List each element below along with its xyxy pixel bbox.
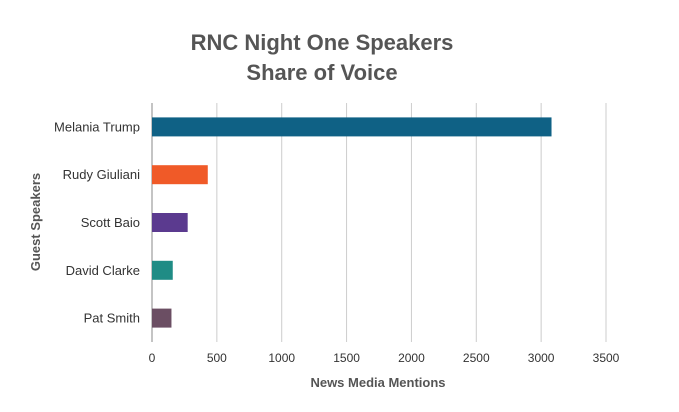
x-tick-label: 1000	[268, 351, 295, 365]
category-label: David Clarke	[66, 263, 140, 278]
gridlines	[151, 103, 607, 342]
category-label: Rudy Giuliani	[63, 167, 140, 182]
x-tick-label: 3000	[528, 351, 555, 365]
x-tick-label: 2000	[398, 351, 425, 365]
x-tick-label: 3500	[593, 351, 620, 365]
x-tick-label: 0	[149, 351, 156, 365]
bar	[152, 165, 208, 185]
category-labels: Melania Trump Rudy Giuliani Scott Baio Davi…	[54, 119, 140, 325]
x-axis-title: News Media Mentions	[310, 375, 445, 390]
bar	[152, 260, 173, 280]
category-label: Pat Smith	[84, 311, 140, 326]
x-tick-labels: 0 500 1000 1500 2000 2500 3000 3500	[149, 351, 620, 365]
bar	[152, 117, 552, 137]
bar	[152, 213, 188, 232]
x-tick-label: 500	[207, 351, 227, 365]
x-tick-label: 1500	[333, 351, 360, 365]
chart-title-line1: RNC Night One Speakers	[191, 30, 454, 55]
category-label: Melania Trump	[54, 119, 140, 134]
category-label: Scott Baio	[81, 215, 140, 230]
y-axis-title: Guest Speakers	[28, 173, 43, 271]
bars	[152, 117, 552, 328]
chart-title-line2: Share of Voice	[246, 60, 397, 85]
bar	[152, 308, 172, 328]
x-tick-label: 2500	[463, 351, 490, 365]
